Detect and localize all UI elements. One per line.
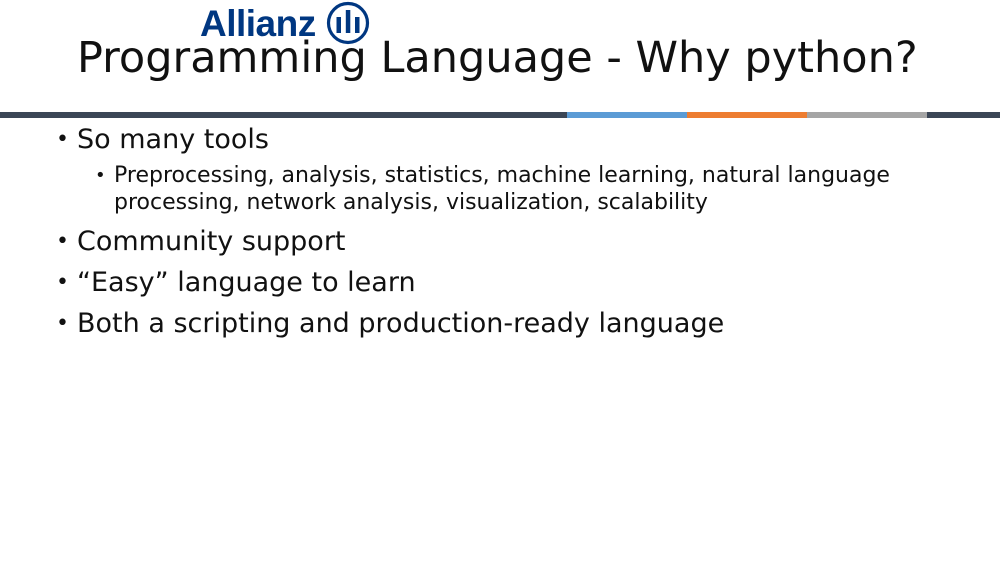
bullet-text: Both a scripting and production-ready la… <box>77 308 725 339</box>
bullet-dot: • <box>56 311 69 336</box>
slide-title: Programming Language - Why python? <box>77 33 918 83</box>
slide-body: • So many tools • Preprocessing, analysi… <box>56 124 956 340</box>
bullet-dot: • <box>56 270 69 295</box>
bullet-item: • Both a scripting and production-ready … <box>56 308 956 340</box>
bullet-text: Community support <box>77 226 346 257</box>
accent-bar-segment-orange <box>687 112 807 118</box>
bullet-text: So many tools <box>77 124 269 155</box>
allianz-logo: Allianz <box>200 0 370 50</box>
bullet-item: • “Easy” language to learn <box>56 267 956 299</box>
sub-bullet-dot: • <box>95 165 106 186</box>
bullet-item: • So many tools <box>56 124 956 156</box>
accent-bar-segment-dark-left <box>0 112 567 118</box>
bullet-dot: • <box>56 127 69 152</box>
bullet-item: • Community support <box>56 226 956 258</box>
accent-bar-segment-gray <box>807 112 927 118</box>
bullet-text: “Easy” language to learn <box>77 267 416 298</box>
sub-bullet-text: Preprocessing, analysis, statistics, mac… <box>114 163 890 215</box>
sub-bullet-item: • Preprocessing, analysis, statistics, m… <box>56 162 956 216</box>
allianz-eagle-mark-icon <box>326 1 369 45</box>
bullet-dot: • <box>56 229 69 254</box>
accent-bar-segment-dark-right <box>927 112 1000 118</box>
accent-bar-segment-blue <box>567 112 687 118</box>
logo-wordmark: Allianz <box>200 3 316 44</box>
